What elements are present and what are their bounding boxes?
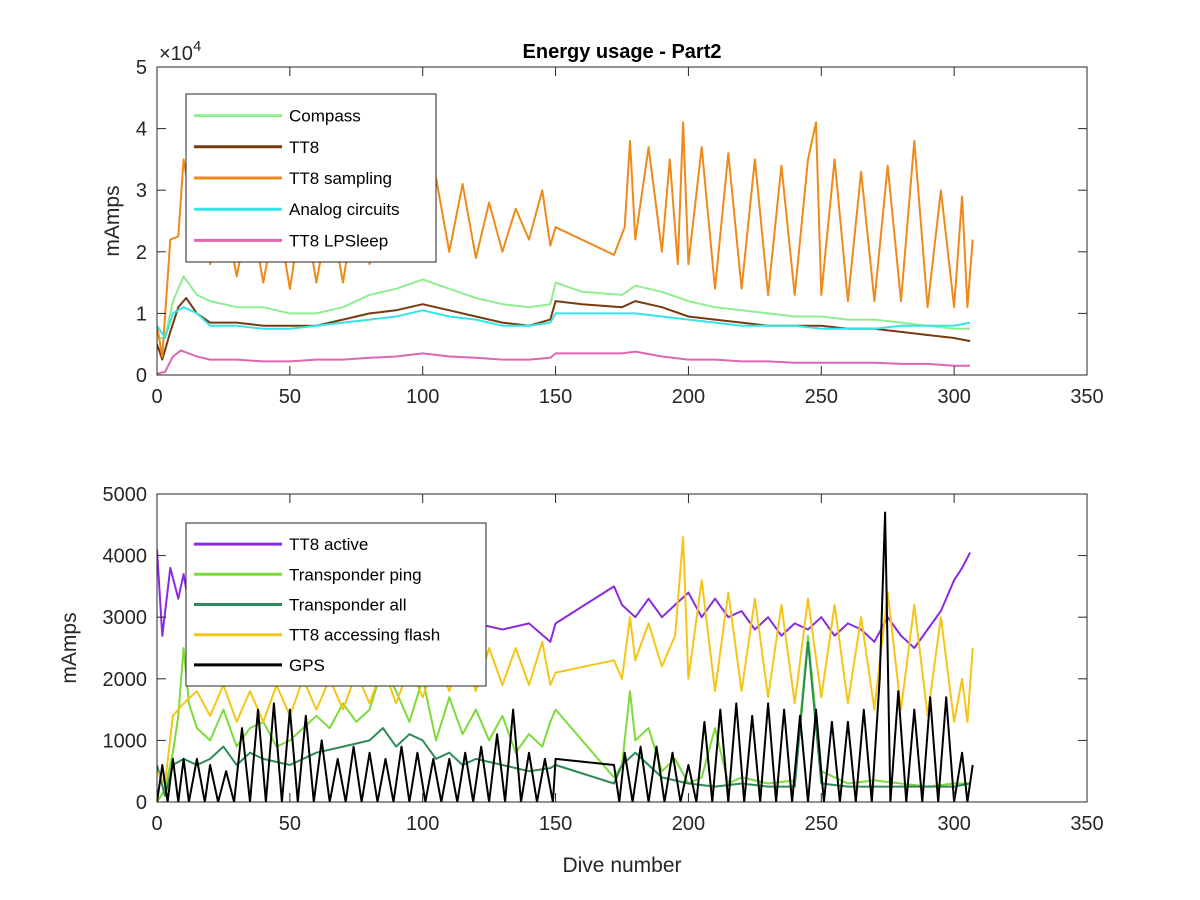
series-line-compass [157,275,971,339]
series-line-gps [157,511,974,802]
x-tick-label: 150 [539,386,572,408]
axes-box [156,66,1088,376]
legend-entry: TT8 sampling [289,169,392,188]
x-tick-label: 100 [406,386,439,408]
legend-entry: TT8 [289,138,319,157]
y-axis-label: mAmps [101,185,124,256]
y-tick-label: 3 [136,180,147,202]
top-chart-panel: 0 50 100 150 200 250 300 350 0 1 2 3 4 5 ×104 Energy us… [101,38,1104,408]
y-tick-label: 3000 [103,607,148,629]
x-tick-label: 0 [151,386,162,408]
y-axis-label: mAmps [58,612,81,683]
series-group [157,511,974,802]
x-tick-label: 100 [406,813,439,835]
y-tick-label: 5 [136,57,147,79]
series-line-transponder-ping [157,634,971,802]
axes-box [156,493,1088,803]
x-tick-label: 250 [805,386,838,408]
x-tick-label: 150 [539,813,572,835]
legend-entry: GPS [289,656,325,675]
bottom-chart-panel: 0 50 100 150 200 250 300 350 0 1000 2000 3000 4000 50… [58,484,1104,877]
y-tick-label: 4000 [103,546,148,568]
y-exponent-label: ×104 [159,38,201,65]
legend-entry: Transponder all [289,596,407,615]
x-tick-label: 50 [279,386,301,408]
x-tick-label: 200 [672,386,705,408]
y-tick-label: 0 [136,792,147,814]
y-tick-label: 1 [136,303,147,325]
y-tick-label: 1000 [103,730,148,752]
series-line-tt8-lpsleep [157,349,971,375]
x-tick-label: 300 [937,386,970,408]
x-tick-label: 250 [805,813,838,835]
series-line-analog-circuits [157,306,971,339]
legend-entry: TT8 LPSleep [289,231,388,250]
y-tick-label: 2000 [103,669,148,691]
x-axis-label: Dive number [562,854,681,877]
legend-entry: TT8 active [289,535,368,554]
x-tick-label: 350 [1070,386,1103,408]
legend: TT8 active Transponder ping Transponder al… [185,522,487,687]
y-tick-label: 2 [136,242,147,264]
legend-entry: Analog circuits [289,200,400,219]
y-tick-label: 4 [136,119,147,141]
x-tick-label: 50 [279,813,301,835]
x-tick-label: 0 [151,813,162,835]
chart-title: Energy usage - Part2 [523,41,722,63]
legend-entry: TT8 accessing flash [289,626,440,645]
x-tick-label: 300 [937,813,970,835]
legend-entry: Compass [289,107,361,126]
y-tick-label: 0 [136,365,147,387]
legend-entry: Transponder ping [289,565,422,584]
series-line-tt8-accessing-flash [157,536,974,785]
x-tick-label: 200 [672,813,705,835]
legend: Compass TT8 TT8 sampling Analog circuits TT8… [185,93,437,263]
y-tick-label: 5000 [103,484,148,506]
x-tick-label: 350 [1070,813,1103,835]
